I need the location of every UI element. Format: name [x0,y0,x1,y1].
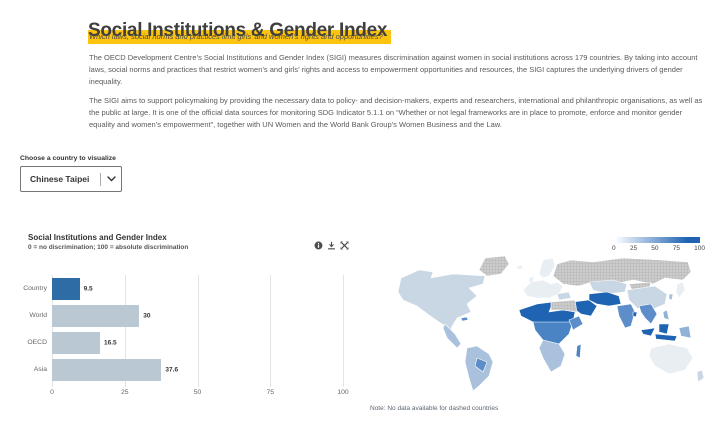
region-australia[interactable] [648,343,694,375]
bar[interactable] [52,277,80,300]
region-iceland[interactable] [516,264,524,270]
bar-track: 30 [52,304,343,327]
bar-value-label: 37.6 [165,366,179,373]
bar-row: OECD 16.5 [13,329,363,356]
bar-row: Country 9.5 [13,275,363,302]
region-north-america[interactable] [397,269,486,349]
x-tick-label: 50 [193,389,202,396]
gridline [52,275,53,387]
chart-title: Social Institutions and Gender Index [28,233,167,242]
region-southern-africa[interactable] [538,339,566,373]
region-japan[interactable] [675,281,686,299]
legend-tick-label: 75 [672,245,680,252]
x-tick-label: 75 [266,389,275,396]
bar[interactable] [52,331,100,354]
region-caribbean[interactable] [460,316,469,322]
region-central-asia[interactable] [588,279,628,295]
bar-category-label: World [29,312,47,319]
region-europe[interactable] [522,279,564,299]
country-select-value: Chinese Taipei [30,174,90,184]
world-choropleth-map[interactable] [393,254,713,394]
region-sumatra[interactable] [640,327,656,337]
legend-tick-label: 0 [612,245,616,252]
region-bangladesh[interactable] [632,311,638,318]
info-icon[interactable] [314,237,323,250]
country-select[interactable]: Chinese Taipei [20,166,122,192]
region-new-zealand[interactable] [696,369,705,383]
bar-category-label: Asia [33,366,47,373]
region-madagascar[interactable] [575,343,582,359]
chart-toolbar [314,237,349,250]
region-china[interactable] [626,285,668,311]
map-note: Note: No data available for dashed count… [370,405,499,412]
chart-subtitle: 0 = no discrimination; 100 = absolute di… [28,244,189,251]
map-legend-gradient [617,237,700,243]
region-central-africa[interactable] [532,321,574,345]
region-india[interactable] [616,303,636,329]
country-select-label: Choose a country to visualize [20,155,116,162]
select-divider [100,172,101,186]
bar[interactable] [52,304,140,327]
gridline [343,275,344,387]
region-turkey[interactable] [556,291,572,301]
page-subtitle: Which laws, social norms and practices l… [89,32,383,41]
bar-category-label: Country [23,285,47,292]
chevron-down-icon [101,176,121,182]
bar-chart: Country 9.5 World 30 OECD 16.5 Asia 37.6 0 25 50 7… [13,275,363,401]
bar-track: 16.5 [52,331,343,354]
bar-track: 9.5 [52,277,343,300]
fullscreen-icon[interactable] [340,237,349,250]
bar-chart-gridlines [52,275,344,387]
legend-tick-label: 100 [694,245,705,252]
region-philippines[interactable] [662,309,670,321]
bar[interactable] [52,358,162,381]
intro-paragraph-1: The OECD Development Centre’s Social Ins… [89,52,698,86]
bar-category-label: OECD [27,339,47,346]
region-libya-egypt[interactable] [550,299,578,313]
bar-value-label: 16.5 [104,339,117,346]
download-icon[interactable] [327,237,336,250]
x-tick-label: 25 [120,389,129,396]
map-legend-ticks: 0 25 50 75 100 [612,245,705,252]
region-uk[interactable] [528,275,535,283]
region-mexico[interactable] [442,323,462,349]
gridline [197,275,199,387]
bar-value-label: 9.5 [83,285,93,292]
region-southeast-asia[interactable] [638,303,658,325]
intro-paragraph-2: The SIGI aims to support policymaking by… [89,95,703,129]
x-tick-label: 100 [337,389,349,396]
region-papua-new-guinea[interactable] [678,325,692,339]
bar-track: 37.6 [52,358,343,381]
region-borneo[interactable] [658,323,670,335]
region-russia[interactable] [552,257,692,287]
gridline [270,275,272,387]
x-tick-label: 0 [50,389,54,396]
page-title: Social Institutions & Gender Index [88,19,392,44]
bar-chart-x-axis: 0 25 50 75 100 [50,389,349,399]
region-java[interactable] [654,333,678,342]
region-horn-of-africa[interactable] [568,315,584,331]
region-scandinavia[interactable] [538,257,556,279]
legend-tick-label: 50 [651,245,659,252]
bar-row: World 30 [13,302,363,329]
region-greenland[interactable] [478,255,510,277]
region-bolivia-paraguay[interactable] [474,357,488,373]
region-korea[interactable] [668,293,674,301]
bar-value-label: 30 [143,312,151,319]
legend-tick-label: 25 [629,245,638,252]
gridline [124,275,126,387]
bar-row: Asia 37.6 [13,356,363,383]
bar-chart-rows: Country 9.5 World 30 OECD 16.5 Asia 37.6 [13,275,363,383]
